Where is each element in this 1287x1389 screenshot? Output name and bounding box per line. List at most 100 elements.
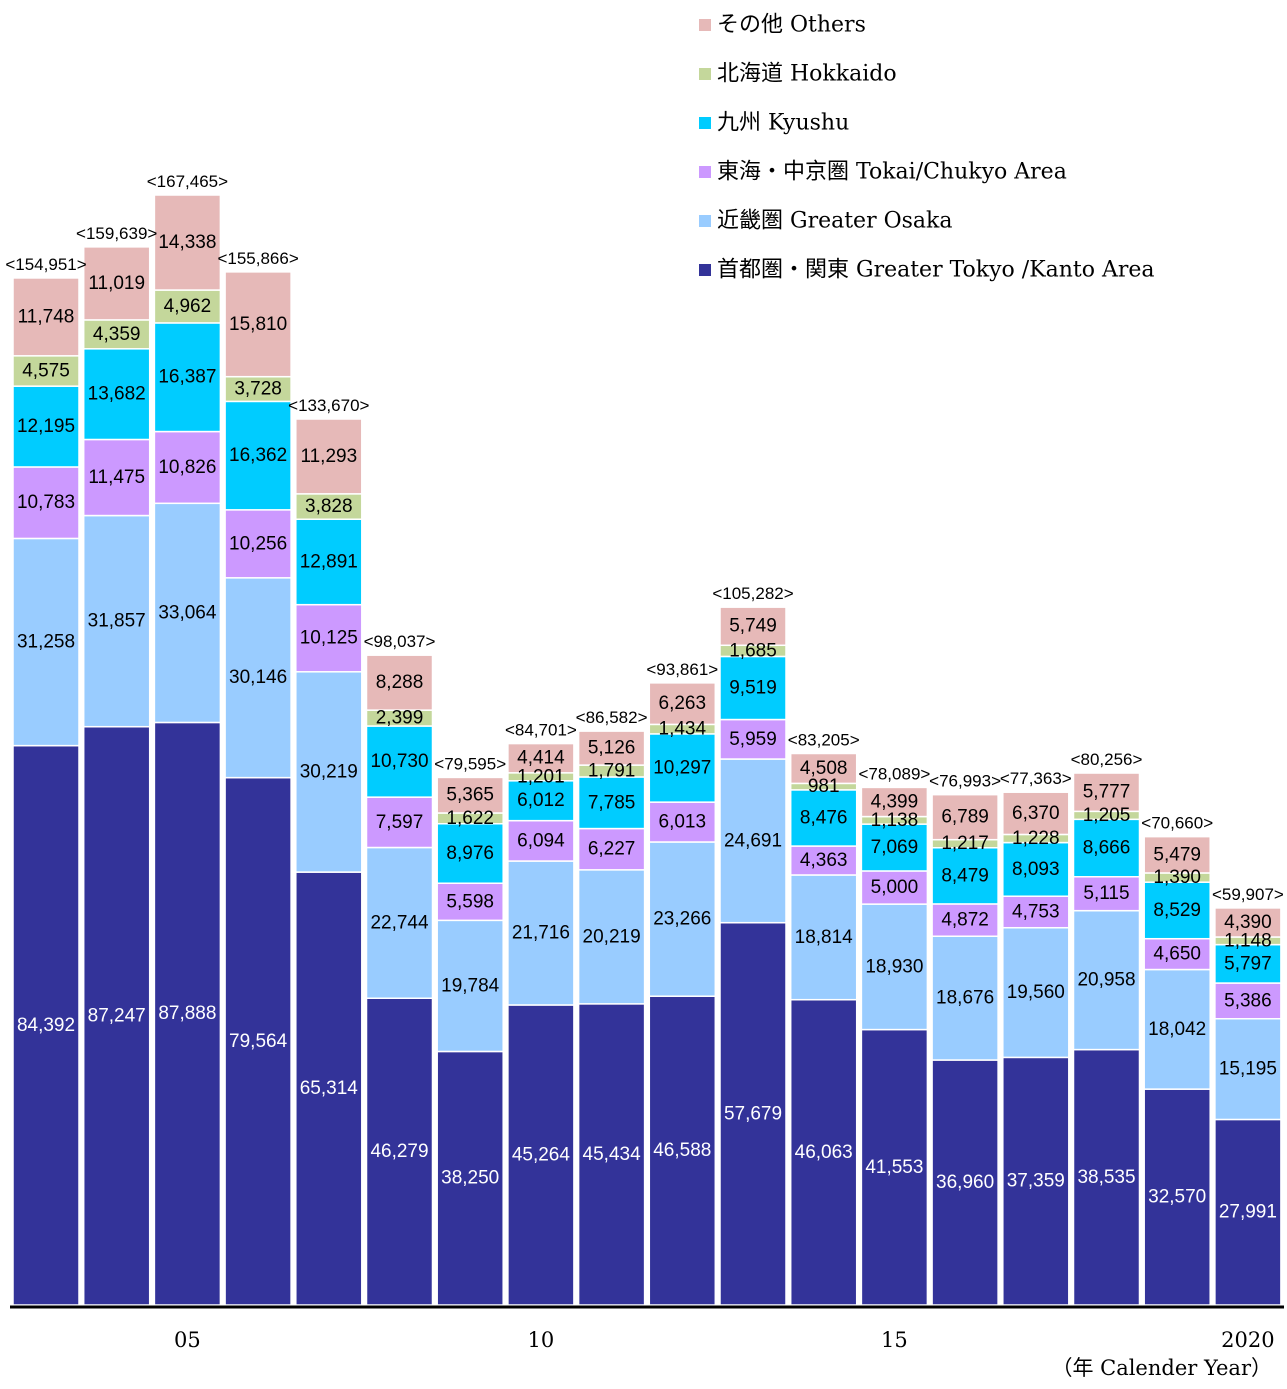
bar-segment: [153, 430, 222, 505]
data-label: 10,297: [653, 758, 711, 779]
data-label: 981: [808, 776, 840, 797]
bar-segment: [82, 438, 151, 517]
total-label: <78,089>: [858, 764, 930, 783]
bar-segment: [577, 730, 646, 766]
bar-segment: [860, 1028, 929, 1306]
bar-segment: [507, 819, 575, 862]
data-label: 8,288: [376, 672, 424, 693]
data-label: 7,597: [376, 812, 424, 833]
bar-segment: [82, 725, 151, 1306]
data-label: 8,976: [446, 843, 494, 864]
x-axis-title: （年 Calender Year）: [1051, 1356, 1272, 1380]
data-label: 2,399: [376, 708, 424, 729]
data-label: 37,359: [1007, 1171, 1065, 1192]
data-label: 12,891: [300, 551, 358, 572]
legend-label: その他 Others: [717, 13, 866, 38]
data-label: 5,777: [1083, 782, 1131, 803]
data-label: 30,219: [300, 761, 358, 782]
bars-layer: [12, 194, 1282, 1306]
data-label: 4,414: [517, 748, 565, 769]
data-label: 41,553: [865, 1157, 923, 1178]
bar-segment: [1214, 907, 1282, 938]
bar-segment: [224, 509, 292, 579]
data-label: 5,115: [1083, 883, 1129, 904]
data-label: 14,338: [158, 232, 216, 253]
data-label: 1,685: [729, 640, 777, 661]
bar-segment: [648, 841, 717, 997]
data-label: 16,362: [229, 445, 287, 466]
data-label: 1,390: [1153, 867, 1201, 888]
bar-segment: [295, 671, 363, 873]
data-label: 1,148: [1224, 930, 1272, 951]
total-label: <98,037>: [364, 632, 436, 651]
bar-segment: [1002, 895, 1070, 929]
bar-segment: [82, 514, 151, 728]
bar-segment: [719, 655, 787, 721]
legend-label: 北海道 Hokkaido: [717, 62, 897, 87]
data-label: 5,479: [1153, 844, 1201, 865]
bar-segment: [82, 348, 151, 441]
bar-segment: [12, 277, 80, 357]
bar-segment: [789, 998, 858, 1306]
bar-segment: [1002, 926, 1070, 1059]
bar-segment: [1072, 909, 1141, 1051]
data-label: 4,363: [800, 850, 848, 871]
data-label: 1,217: [941, 833, 989, 854]
bar-segment: [153, 194, 222, 291]
data-label: 8,476: [800, 807, 848, 828]
data-label: 10,730: [370, 751, 428, 772]
data-label: 18,676: [936, 988, 994, 1009]
bar-segment: [507, 742, 575, 774]
data-label: 1,622: [446, 808, 494, 829]
bar-segment: [295, 418, 363, 495]
data-label: 23,266: [653, 909, 711, 930]
data-label: 16,387: [158, 367, 216, 388]
data-label: 21,716: [512, 923, 570, 944]
data-label: 13,682: [88, 384, 146, 405]
bar-segment: [82, 246, 151, 321]
data-label: 79,564: [229, 1031, 288, 1052]
bar-segment: [1002, 791, 1070, 836]
data-label: 5,598: [446, 891, 494, 912]
data-label: 7,785: [588, 792, 636, 813]
data-label: 19,784: [441, 975, 500, 996]
data-label: 12,195: [17, 416, 75, 437]
total-label: <167,465>: [147, 172, 228, 191]
data-label: 4,359: [93, 324, 141, 345]
total-label: <80,256>: [1071, 750, 1143, 769]
data-label: 1,434: [659, 719, 707, 740]
data-label: 1,205: [1083, 805, 1131, 826]
bar-segment: [577, 869, 646, 1005]
data-label: 5,749: [729, 616, 777, 637]
bar-segment: [648, 801, 717, 843]
bar-segment: [577, 776, 646, 830]
legend-swatch: [699, 215, 711, 227]
data-label: 1,791: [588, 761, 636, 782]
data-label: 11,019: [88, 273, 145, 294]
legend-swatch: [699, 166, 711, 178]
data-label: 15,810: [229, 314, 287, 335]
bar-segment: [295, 493, 363, 520]
data-label: 19,560: [1007, 982, 1065, 1003]
data-label: 4,575: [22, 360, 70, 381]
data-label: 6,789: [941, 807, 989, 828]
total-labels-layer: <154,951> <159,639> <167,465> <155,866> <133…: [5, 172, 1284, 904]
total-label: <154,951>: [5, 255, 86, 274]
bar-segment: [860, 786, 929, 818]
total-label: <84,701>: [505, 721, 577, 740]
legend-label: 九州 Kyushu: [717, 111, 849, 136]
data-label: 6,094: [517, 830, 565, 851]
data-label: 1,201: [517, 766, 565, 787]
data-label: 5,386: [1224, 990, 1272, 1011]
bar-segment: [577, 827, 646, 871]
total-label: <59,907>: [1212, 885, 1284, 904]
data-label: 4,872: [941, 910, 989, 931]
data-label: 5,000: [871, 877, 919, 898]
total-label: <159,639>: [76, 224, 157, 243]
data-label: 9,519: [729, 677, 777, 698]
bar-segment: [12, 537, 80, 747]
data-label: 6,227: [588, 839, 636, 860]
total-label: <79,595>: [434, 754, 506, 773]
data-label: 38,250: [441, 1168, 499, 1189]
bar-segment: [1072, 818, 1141, 878]
